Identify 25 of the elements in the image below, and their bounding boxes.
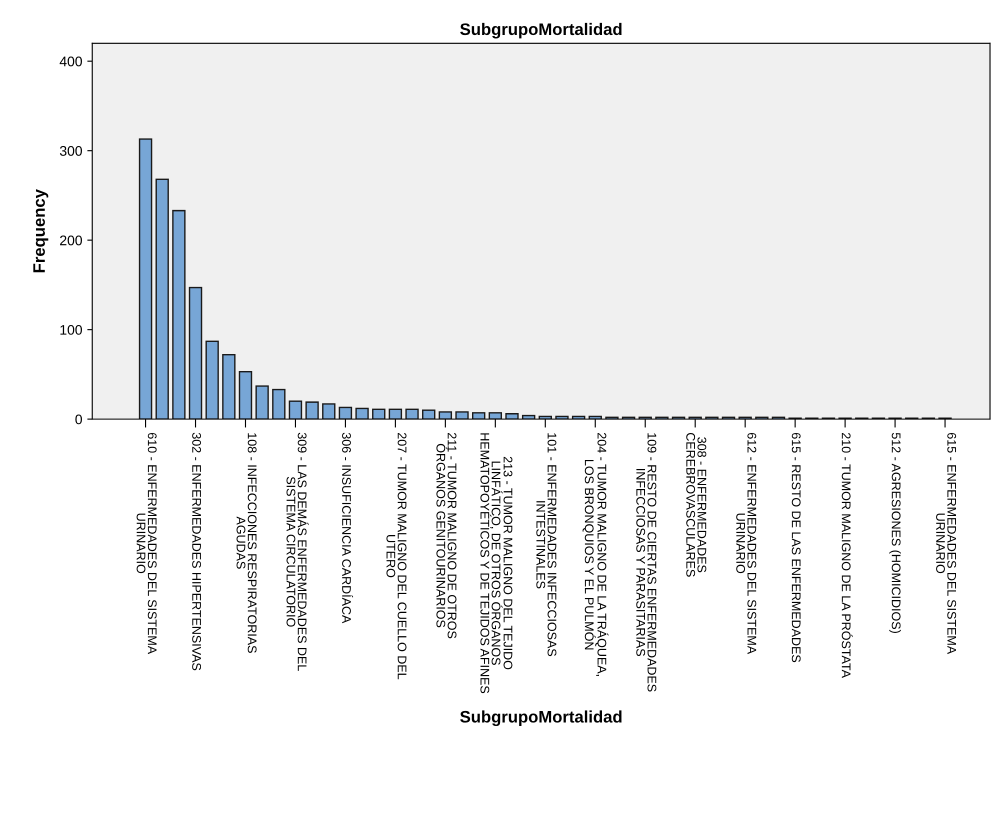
- x-tick-label: 101 - ENFERMEDADES INFECCIOSAS INTESTINALES: [536, 433, 556, 656]
- x-tick-label: 615 - ENFERMEDADES DEL SISTEMA URINARIO: [936, 432, 956, 654]
- x-tick-label: 302 - ENFERMEDADES HIPERTENSIVAS: [192, 432, 202, 670]
- x-tick-label: 309 - LAS DEMÁS ENFERMEDADES DEL SISTEMA CIRCULATORIO: [286, 432, 309, 671]
- x-tick-label: 108 - INFECCIONES RESPIRATORIAS AGUDAS: [236, 433, 257, 653]
- y-axis-title: Frequency: [33, 189, 48, 272]
- x-tick-label: 211 - TUMOR MALIGNO DE OTROS ÓRGANOS GENITOURINARIOS: [436, 432, 456, 638]
- chart-title: SubgrupoMortalidad: [460, 22, 622, 38]
- x-axis-title: SubgrupoMortalidad: [460, 710, 622, 726]
- x-tick-label: 615 - RESTO DE LAS ENFERMEDADES: [792, 432, 801, 662]
- x-tick-label: 210 - TUMOR MALIGNO DE LA PRÓSTATA: [842, 432, 853, 678]
- y-tick-label: 200: [60, 235, 82, 246]
- x-tick-label: 207 - TUMOR MALIGNO DEL CUELLO DEL UTERO: [386, 432, 406, 680]
- y-tick-label: 300: [60, 146, 82, 156]
- x-tick-label: 612 - ENFERMEDADES DEL SISTEMA URINARIO: [736, 432, 756, 654]
- x-tick-label: 109 - RESTO DE CIERTAS ENFERMEDADES INFECCIOSAS Y PARASITARIAS: [636, 433, 656, 692]
- y-tick-label: 100: [60, 324, 82, 335]
- y-tick-label: 0: [75, 414, 82, 424]
- x-tick-label: 610 - ENFERMEDADES DEL SISTEMA URINARIO: [136, 432, 157, 654]
- x-tick-label: 204 - TUMOR MALIGNO DE LA TRÁQUEA, LOS BRONQUIOS Y EL PULMÓN: [582, 432, 608, 676]
- y-tick-label: 400: [60, 56, 82, 66]
- x-tick-label: 306 - INSUFICIENCIA CARDÍACA: [342, 432, 354, 624]
- x-tick-label: 512 - AGRESIONES (HOMICIDIOS): [889, 432, 901, 633]
- x-tick-label: 213 - TUMOR MALIGNO DEL TEJIDO LINFÁTICO, DE OTROS ÓRGANOS HEMATOPOYÉTICOS Y DE TEJIDOS AFINES: [480, 433, 512, 694]
- x-tick-label: 308 - ENFERMEDADES CEREBROVASCULARES: [686, 432, 706, 577]
